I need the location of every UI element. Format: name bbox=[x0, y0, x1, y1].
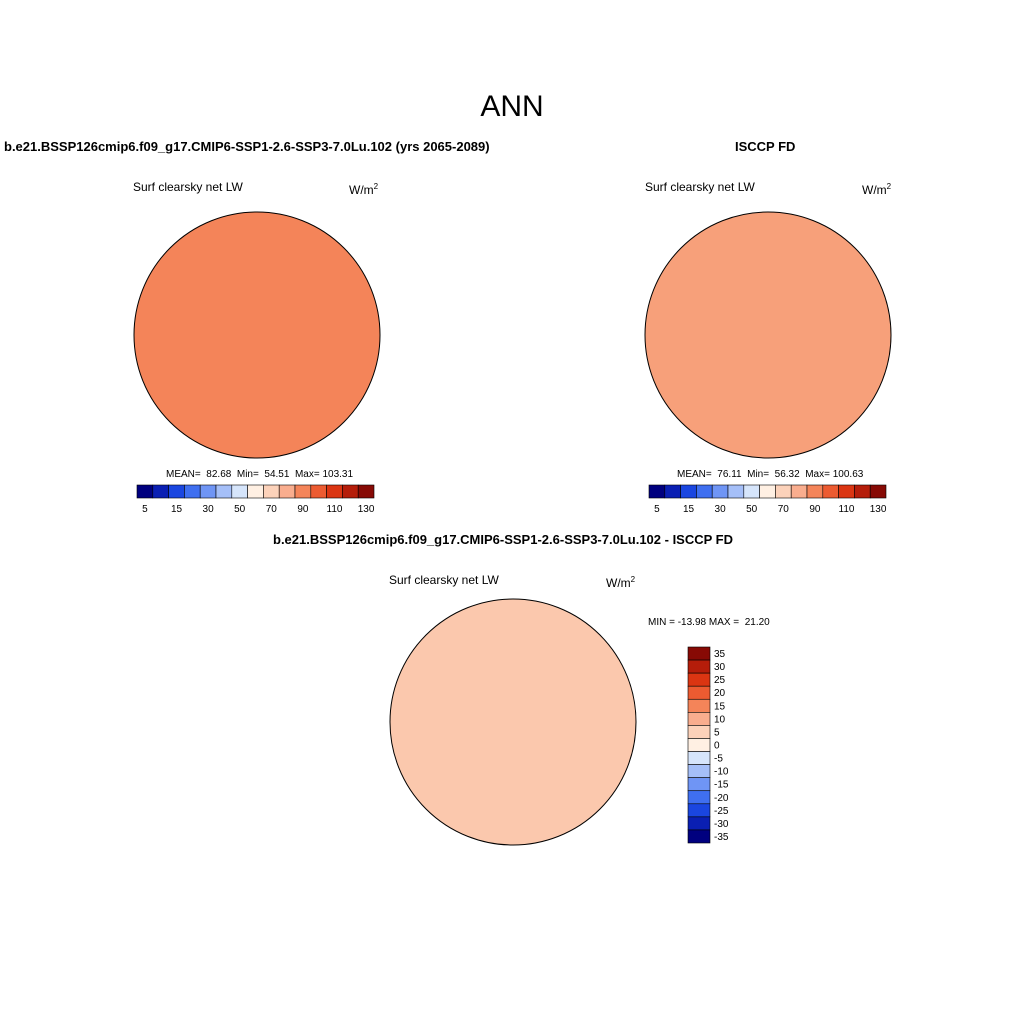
colorbar3-box bbox=[687, 725, 711, 739]
colorbar3-box bbox=[687, 803, 711, 818]
colorbar3-tick-label: 10 bbox=[714, 714, 726, 725]
colorbar2-tick-label: 70 bbox=[778, 504, 790, 515]
colorbar2-box bbox=[775, 484, 792, 499]
colorbar1-box bbox=[310, 484, 327, 499]
panel2-stats: MEAN= 76.11 Min= 56.32 Max= 100.63 bbox=[677, 469, 864, 480]
colorbar3-box bbox=[687, 751, 711, 765]
colorbar1-tick-label: 5 bbox=[142, 504, 148, 515]
panel2-title: ISCCP FD bbox=[735, 139, 796, 154]
colorbar1-tick-label: 50 bbox=[234, 504, 246, 515]
colorbar3-box bbox=[687, 790, 711, 805]
colorbar3-box bbox=[687, 816, 711, 831]
colorbar3-tick-label: -35 bbox=[714, 832, 729, 843]
colorbar3-tick-label: 30 bbox=[714, 662, 726, 673]
colorbar2-box bbox=[696, 484, 713, 499]
colorbar2-box bbox=[806, 484, 824, 499]
colorbar3-box bbox=[687, 646, 711, 661]
colorbar3-tick-label: 35 bbox=[714, 649, 726, 660]
colorbar2-tick-label: 15 bbox=[683, 504, 695, 515]
map1-ocean bbox=[134, 212, 380, 458]
colorbar1-box bbox=[152, 484, 169, 499]
colorbar3-box bbox=[687, 738, 711, 752]
colorbar2-tick-label: 50 bbox=[746, 504, 758, 515]
colorbar3-box bbox=[687, 659, 711, 674]
panel1-variable: Surf clearsky net LW bbox=[133, 180, 243, 194]
colorbar1-box bbox=[326, 484, 343, 499]
colorbar1-box bbox=[231, 484, 248, 499]
colorbar2-box bbox=[838, 484, 855, 499]
panel2-variable: Surf clearsky net LW bbox=[645, 180, 755, 194]
colorbar3-tick-label: -25 bbox=[714, 806, 729, 817]
colorbar3-tick-label: 25 bbox=[714, 675, 726, 686]
panel3-variable: Surf clearsky net LW bbox=[389, 573, 499, 587]
panel3-stats: MIN = -13.98 MAX = 21.20 bbox=[648, 617, 770, 628]
colorbar2-tick-label: 5 bbox=[654, 504, 660, 515]
colorbar1-tick-label: 70 bbox=[266, 504, 278, 515]
colorbar3-box bbox=[687, 685, 711, 700]
colorbar3-tick-label: 5 bbox=[714, 727, 720, 738]
colorbar2-box bbox=[727, 484, 745, 499]
colorbar1-box bbox=[263, 484, 280, 499]
colorbar1-box bbox=[247, 484, 264, 499]
colorbar1-tick-label: 30 bbox=[203, 504, 215, 515]
colorbar3-tick-label: -20 bbox=[714, 793, 729, 804]
colorbar1-tick-label: 130 bbox=[358, 504, 375, 515]
colorbar1-box bbox=[199, 484, 217, 499]
colorbar1-box bbox=[342, 484, 359, 499]
colorbar2-tick-label: 30 bbox=[715, 504, 727, 515]
colorbar2-box bbox=[790, 484, 808, 499]
colorbar2-box bbox=[711, 484, 729, 499]
colorbar1-tick-label: 15 bbox=[171, 504, 183, 515]
colorbar3-tick-label: -5 bbox=[714, 754, 723, 765]
map3-ocean bbox=[390, 599, 636, 845]
map2-outline bbox=[644, 211, 892, 459]
colorbar1-box bbox=[294, 484, 312, 499]
panel1-units: W/m2 bbox=[349, 182, 379, 197]
colorbar2-tick-label: 110 bbox=[839, 504, 855, 515]
colorbar3-box bbox=[687, 764, 711, 778]
colorbar2-box bbox=[854, 484, 871, 499]
map2-ocean bbox=[645, 212, 891, 458]
colorbar3-box bbox=[687, 829, 711, 844]
colorbar2-box bbox=[648, 484, 666, 499]
colorbar1-box bbox=[136, 484, 154, 499]
colorbar3-tick-label: -15 bbox=[714, 780, 729, 791]
colorbar3-tick-label: -30 bbox=[714, 819, 729, 830]
colorbar3-tick-label: 15 bbox=[714, 701, 726, 712]
panel1-stats: MEAN= 82.68 Min= 54.51 Max= 103.31 bbox=[166, 469, 354, 480]
colorbar2-tick-label: 130 bbox=[870, 504, 887, 515]
colorbar2-box bbox=[743, 484, 760, 499]
colorbar1-box bbox=[168, 484, 185, 499]
main-title: ANN bbox=[480, 90, 544, 123]
colorbar2-box bbox=[869, 484, 887, 499]
colorbar1-tick-label: 110 bbox=[327, 504, 343, 515]
colorbar3-tick-label: -10 bbox=[714, 767, 729, 778]
colorbar1-box bbox=[357, 484, 375, 499]
colorbar3-box bbox=[687, 712, 711, 726]
panel3-title: b.e21.BSSP126cmip6.f09_g17.CMIP6-SSP1-2.… bbox=[273, 532, 734, 547]
colorbar2-tick-label: 90 bbox=[809, 504, 821, 515]
colorbar1-box bbox=[215, 484, 233, 499]
colorbar1-tick-label: 90 bbox=[297, 504, 309, 515]
colorbar3-box bbox=[687, 698, 711, 713]
colorbar3-box bbox=[687, 777, 711, 792]
map3-outline bbox=[389, 598, 637, 846]
colorbar2-box bbox=[680, 484, 697, 499]
colorbar1-box bbox=[184, 484, 201, 499]
colorbar3-tick-label: 0 bbox=[714, 741, 720, 752]
colorbar3-tick-label: 20 bbox=[714, 688, 726, 699]
panel2-units: W/m2 bbox=[862, 182, 892, 197]
panel3-units: W/m2 bbox=[606, 575, 636, 590]
colorbar2-box bbox=[822, 484, 839, 499]
map1-outline bbox=[133, 211, 381, 459]
colorbar2-box bbox=[759, 484, 776, 499]
colorbar3-box bbox=[687, 672, 711, 687]
colorbar1-box bbox=[278, 484, 296, 499]
panel1-title: b.e21.BSSP126cmip6.f09_g17.CMIP6-SSP1-2.… bbox=[4, 139, 490, 154]
colorbar2-box bbox=[664, 484, 681, 499]
